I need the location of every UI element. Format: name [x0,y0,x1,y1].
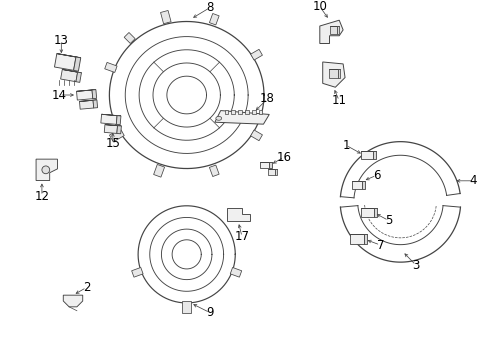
Polygon shape [76,72,81,82]
Text: 5: 5 [384,214,391,227]
Text: 17: 17 [234,230,249,243]
Polygon shape [250,130,262,141]
Polygon shape [74,57,81,71]
Polygon shape [109,129,124,142]
Polygon shape [328,69,338,78]
Polygon shape [209,13,219,25]
Polygon shape [124,32,135,44]
Polygon shape [36,159,57,180]
Polygon shape [364,234,366,244]
Circle shape [42,166,50,174]
Polygon shape [182,301,191,313]
Polygon shape [160,10,171,24]
Bar [231,109,235,114]
Polygon shape [274,169,276,175]
Polygon shape [226,208,249,221]
Polygon shape [214,111,269,124]
Polygon shape [77,90,96,91]
Text: 8: 8 [206,1,213,14]
Polygon shape [250,49,262,60]
Polygon shape [230,267,241,277]
Polygon shape [153,165,164,177]
Text: 13: 13 [54,34,69,47]
Text: 4: 4 [468,174,476,187]
Polygon shape [102,114,121,116]
Text: 15: 15 [105,137,120,150]
Polygon shape [319,20,343,44]
Polygon shape [54,54,76,70]
Polygon shape [360,208,373,217]
Polygon shape [77,90,93,100]
Polygon shape [351,181,362,189]
Polygon shape [61,69,78,82]
Text: 3: 3 [411,258,419,272]
Polygon shape [92,90,97,99]
Text: 6: 6 [372,169,380,182]
Polygon shape [259,162,269,168]
Text: 7: 7 [376,239,384,252]
Bar [224,109,228,114]
Text: 11: 11 [331,94,346,107]
Polygon shape [104,62,117,72]
Polygon shape [117,126,121,134]
Polygon shape [269,162,272,168]
Polygon shape [80,100,97,102]
Text: 12: 12 [34,190,49,203]
Ellipse shape [215,116,221,120]
Polygon shape [337,26,339,34]
Polygon shape [93,100,98,108]
Polygon shape [80,100,94,109]
Text: 1: 1 [342,139,349,152]
Text: 18: 18 [259,93,274,105]
Polygon shape [131,267,143,277]
Polygon shape [267,169,274,175]
Polygon shape [101,114,117,124]
Polygon shape [209,165,219,176]
Polygon shape [349,234,364,244]
Polygon shape [338,69,340,78]
Bar [238,109,242,114]
Text: 10: 10 [312,0,326,13]
Polygon shape [373,208,376,217]
Polygon shape [322,62,345,87]
Text: 9: 9 [206,306,213,319]
Bar [244,109,248,114]
Text: 14: 14 [52,89,67,102]
Polygon shape [116,116,121,125]
Polygon shape [361,150,372,159]
Polygon shape [329,26,337,34]
Bar [251,109,255,114]
Text: 16: 16 [276,151,291,164]
Polygon shape [372,150,375,159]
Polygon shape [57,54,81,58]
Text: 2: 2 [82,281,90,294]
Polygon shape [104,125,117,134]
Polygon shape [62,69,81,73]
Polygon shape [105,125,121,126]
Polygon shape [362,181,365,189]
Polygon shape [63,295,82,307]
Bar [258,109,262,114]
